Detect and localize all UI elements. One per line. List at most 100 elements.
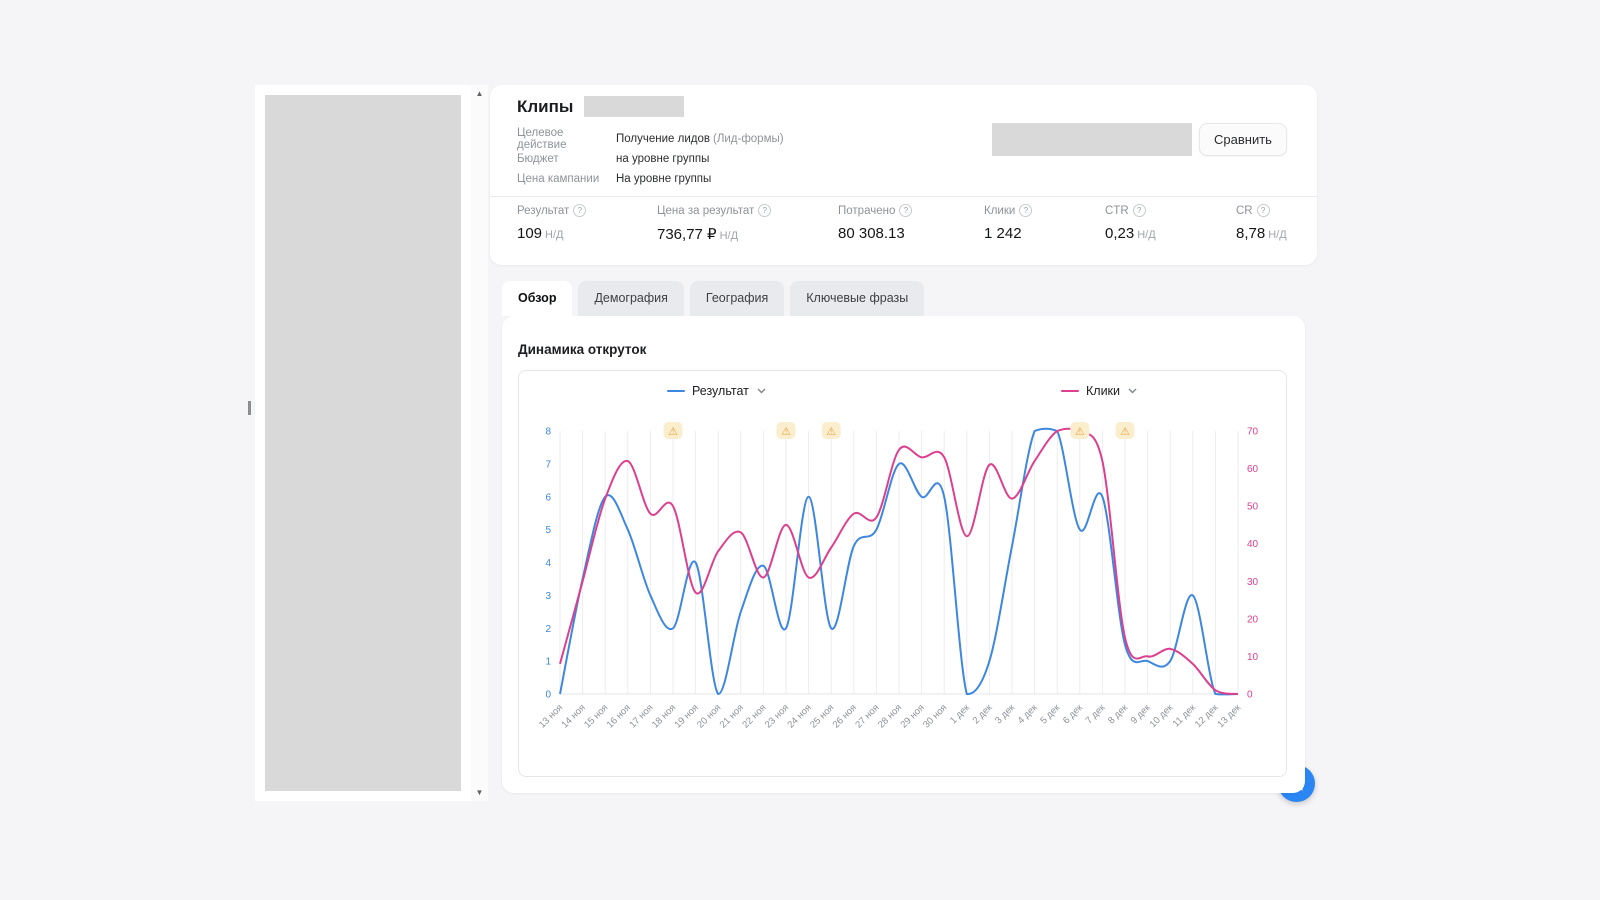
svg-text:10 дек: 10 дек — [1148, 702, 1176, 730]
tabs-bar: Обзор Демография География Ключевые фразы — [502, 281, 925, 316]
info-row: Цена кампании На уровне группы — [517, 169, 784, 189]
info-label: Бюджет — [517, 153, 559, 165]
svg-text:26 ноя: 26 ноя — [831, 702, 859, 730]
svg-text:23 ноя: 23 ноя — [763, 702, 791, 730]
svg-text:60: 60 — [1247, 464, 1259, 475]
help-icon[interactable]: ? — [573, 204, 587, 217]
scroll-down-icon[interactable]: ▼ — [475, 788, 484, 797]
redacted-control — [992, 123, 1192, 156]
info-value: На уровне группы — [616, 173, 712, 185]
stat-клики: Клики? 1 242 — [984, 204, 1105, 243]
help-icon[interactable]: ? — [1019, 204, 1033, 217]
section-title: Динамика откруток — [518, 342, 647, 357]
svg-text:11 дек: 11 дек — [1171, 702, 1199, 730]
help-icon[interactable]: ? — [1132, 204, 1146, 217]
campaign-title-row: Клипы — [517, 96, 685, 117]
svg-text:0: 0 — [1247, 690, 1253, 701]
svg-text:25 ноя: 25 ноя — [808, 702, 836, 730]
help-icon[interactable]: ? — [899, 204, 913, 217]
stat-value: 80 308.13 — [838, 225, 905, 242]
stat-потрачено: Потрачено? 80 308.13 — [838, 204, 984, 243]
campaign-info: Целевое действие Получение лидов (Лид-форм… — [517, 127, 784, 189]
info-label: Целевое действие — [517, 127, 567, 151]
svg-text:7 дек: 7 дек — [1084, 702, 1109, 727]
svg-text:24 ноя: 24 ноя — [786, 702, 814, 730]
info-row: Бюджет на уровне группы — [517, 149, 784, 169]
svg-text:17 ноя: 17 ноя — [627, 702, 655, 730]
stat-value: 0,23 Н/Д — [1105, 225, 1156, 242]
svg-text:⚠: ⚠ — [781, 426, 791, 438]
info-label: Цена кампании — [517, 173, 600, 185]
stat-label: Цена за результат? — [657, 204, 838, 217]
stat-suffix: Н/Д — [1268, 229, 1287, 241]
sidebar — [255, 85, 471, 801]
svg-text:1: 1 — [545, 657, 551, 668]
redacted-campaign-name — [584, 96, 685, 117]
tab-obzor[interactable]: Обзор — [502, 281, 573, 316]
line-chart: 0 1 2 3 4 5 6 7 8 0 10 20 30 40 50 60 70 13 ноя 14 ноя 15 н… — [519, 371, 1286, 781]
stat-cr: CR? 8,78 Н/Д — [1236, 204, 1336, 243]
stat-результат: Результат? 109 Н/Д — [517, 204, 657, 243]
tab-demografiya[interactable]: Демография — [578, 281, 684, 316]
svg-text:8: 8 — [545, 427, 551, 438]
overview-panel: Динамика откруток 0 1 2 3 4 5 6 7 8 0 10 20 30 40 50 60… — [502, 316, 1305, 793]
info-row: Целевое действие Получение лидов (Лид-форм… — [517, 127, 784, 151]
stat-цена-за-результат: Цена за результат? 736,77 ₽ Н/Д — [657, 204, 838, 243]
svg-text:4: 4 — [545, 558, 551, 569]
svg-text:6 дек: 6 дек — [1061, 702, 1086, 727]
legend-label: Клики — [1086, 384, 1121, 398]
svg-text:20 ноя: 20 ноя — [695, 702, 723, 730]
svg-text:50: 50 — [1247, 502, 1259, 513]
stat-suffix: Н/Д — [719, 230, 739, 242]
svg-text:8 дек: 8 дек — [1106, 702, 1131, 727]
chevron-down-icon — [757, 388, 766, 394]
svg-text:13 дек: 13 дек — [1215, 702, 1243, 730]
svg-text:5: 5 — [545, 525, 551, 536]
svg-text:30 ноя: 30 ноя — [921, 702, 949, 730]
stat-value: 109 Н/Д — [517, 225, 564, 242]
svg-text:3 дек: 3 дек — [993, 702, 1018, 727]
legend-color-dash — [1061, 389, 1079, 393]
svg-text:20: 20 — [1247, 614, 1259, 625]
svg-text:⚠: ⚠ — [1120, 426, 1130, 438]
svg-text:5 дек: 5 дек — [1038, 702, 1063, 727]
help-icon[interactable]: ? — [758, 204, 772, 217]
chart-card: 0 1 2 3 4 5 6 7 8 0 10 20 30 40 50 60 70 13 ноя 14 ноя 15 н… — [518, 370, 1287, 777]
legend-result[interactable]: Результат — [667, 384, 766, 398]
stats-row: Результат? 109 Н/Д Цена за результат? 736,77… — [517, 204, 1336, 243]
stat-label: CTR? — [1105, 204, 1236, 217]
svg-text:⚠: ⚠ — [668, 426, 678, 438]
legend-clicks[interactable]: Клики — [1061, 384, 1137, 398]
svg-text:10: 10 — [1247, 652, 1259, 663]
scroll-up-icon[interactable]: ▲ — [475, 89, 484, 98]
sidebar-scrollbar[interactable]: ▲ ▼ — [471, 85, 488, 801]
svg-text:27 ноя: 27 ноя — [853, 702, 881, 730]
sidebar-redacted-content — [265, 95, 461, 791]
svg-text:30: 30 — [1247, 577, 1259, 588]
svg-text:7: 7 — [545, 459, 551, 470]
stat-ctr: CTR? 0,23 Н/Д — [1105, 204, 1236, 243]
svg-text:70: 70 — [1247, 427, 1259, 438]
svg-text:13 ноя: 13 ноя — [537, 702, 565, 730]
stat-value: 8,78 Н/Д — [1236, 225, 1287, 242]
stat-value: 1 242 — [984, 225, 1022, 242]
tab-klyuchevye-frazy[interactable]: Ключевые фразы — [790, 281, 925, 316]
svg-text:29 ноя: 29 ноя — [899, 702, 927, 730]
tab-geografiya[interactable]: География — [689, 281, 785, 316]
chevron-down-icon — [1128, 388, 1137, 394]
svg-text:16 ноя: 16 ноя — [605, 702, 633, 730]
svg-text:3: 3 — [545, 591, 551, 602]
compare-button[interactable]: Сравнить — [1199, 123, 1287, 156]
divider — [490, 196, 1317, 197]
svg-text:2: 2 — [545, 624, 551, 635]
help-icon[interactable]: ? — [1256, 204, 1270, 217]
legend-color-dash — [667, 389, 685, 393]
svg-text:⚠: ⚠ — [1075, 426, 1085, 438]
svg-text:1 дек: 1 дек — [948, 702, 973, 727]
info-value: на уровне группы — [616, 153, 710, 165]
stat-label: Результат? — [517, 204, 657, 217]
campaign-title: Клипы — [517, 96, 574, 116]
stat-label: Потрачено? — [838, 204, 984, 217]
stat-suffix: Н/Д — [1137, 229, 1156, 241]
